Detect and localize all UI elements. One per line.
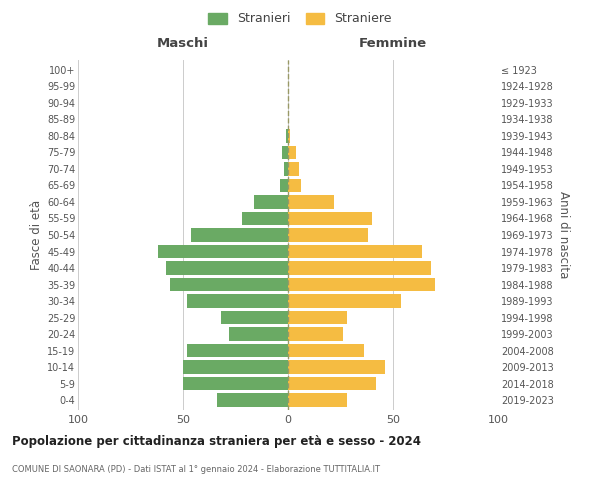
Bar xyxy=(187,344,288,357)
Bar xyxy=(288,146,296,159)
Text: Femmine: Femmine xyxy=(359,37,427,50)
Bar xyxy=(242,212,288,225)
Bar xyxy=(254,196,288,208)
Bar xyxy=(288,262,431,274)
Bar xyxy=(288,344,364,357)
Bar xyxy=(170,278,288,291)
Bar xyxy=(158,245,288,258)
Bar xyxy=(288,228,368,241)
Bar xyxy=(284,162,288,175)
Bar xyxy=(286,130,288,142)
Text: Popolazione per cittadinanza straniera per età e sesso - 2024: Popolazione per cittadinanza straniera p… xyxy=(12,435,421,448)
Bar xyxy=(282,146,288,159)
Text: COMUNE DI SAONARA (PD) - Dati ISTAT al 1° gennaio 2024 - Elaborazione TUTTITALIA: COMUNE DI SAONARA (PD) - Dati ISTAT al 1… xyxy=(12,465,380,474)
Bar xyxy=(288,162,299,175)
Bar xyxy=(288,294,401,308)
Bar xyxy=(288,212,372,225)
Bar xyxy=(166,262,288,274)
Bar xyxy=(187,294,288,308)
Bar xyxy=(288,196,334,208)
Bar xyxy=(191,228,288,241)
Y-axis label: Fasce di età: Fasce di età xyxy=(29,200,43,270)
Bar xyxy=(229,328,288,340)
Bar xyxy=(288,130,290,142)
Bar xyxy=(217,394,288,406)
Bar xyxy=(183,377,288,390)
Bar xyxy=(288,311,347,324)
Bar xyxy=(280,179,288,192)
Bar xyxy=(288,328,343,340)
Bar xyxy=(288,179,301,192)
Text: Maschi: Maschi xyxy=(157,37,209,50)
Bar xyxy=(288,245,422,258)
Bar xyxy=(288,360,385,374)
Bar xyxy=(288,278,435,291)
Bar xyxy=(221,311,288,324)
Y-axis label: Anni di nascita: Anni di nascita xyxy=(557,192,571,278)
Legend: Stranieri, Straniere: Stranieri, Straniere xyxy=(205,8,395,29)
Bar xyxy=(288,394,347,406)
Bar xyxy=(288,377,376,390)
Bar xyxy=(183,360,288,374)
